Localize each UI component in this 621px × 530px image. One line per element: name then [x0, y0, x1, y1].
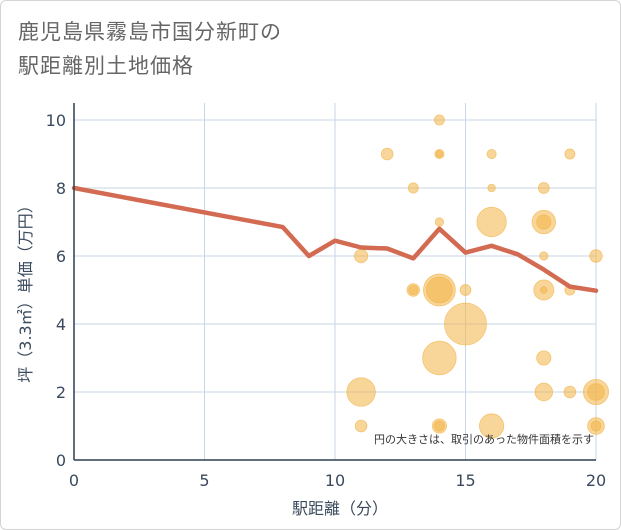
data-bubble-18 — [486, 148, 497, 160]
bubble-layer — [346, 114, 610, 439]
bubble-size-note: 円の大きさは、取引のあった物件面積を示す — [374, 432, 594, 446]
data-bubble-29 — [534, 382, 554, 402]
data-bubble-27 — [540, 286, 548, 294]
chart-title-line-1: 鹿児島県霧島市国分新町の — [18, 20, 282, 44]
y-tick-label-5: 10 — [46, 111, 66, 130]
data-bubble-33 — [589, 249, 603, 263]
data-bubble-21 — [479, 413, 505, 439]
y-tick-label-1: 2 — [56, 383, 66, 402]
data-bubble-1 — [346, 377, 376, 407]
data-bubble-15 — [433, 420, 445, 432]
data-bubble-2 — [354, 419, 368, 433]
data-bubble-30 — [564, 148, 576, 160]
x-tick-label-1: 5 — [199, 471, 209, 490]
data-bubble-32 — [563, 385, 577, 399]
data-bubble-7 — [433, 114, 445, 126]
y-tick-labels: 0 2 4 6 8 10 — [46, 111, 66, 470]
data-bubble-22 — [537, 182, 550, 194]
data-bubble-17 — [444, 302, 487, 346]
data-bubble-25 — [539, 251, 549, 261]
data-bubble-0 — [353, 248, 369, 264]
data-bubble-28 — [536, 350, 552, 366]
data-bubble-24 — [536, 214, 552, 230]
trend-line — [71, 185, 599, 293]
chart-title: 鹿児島県霧島市国分新町の 駅距離別土地価格 — [18, 15, 282, 83]
data-bubble-10 — [434, 217, 444, 227]
chart-title-line-2: 駅距離別土地価格 — [18, 54, 194, 78]
data-bubble-19 — [487, 183, 496, 193]
data-bubble-9 — [435, 150, 444, 158]
y-tick-label-4: 8 — [56, 179, 66, 198]
data-bubble-3 — [380, 147, 394, 161]
x-tick-label-2: 10 — [325, 471, 345, 490]
y-tick-label-2: 4 — [56, 315, 66, 334]
data-bubble-6 — [408, 284, 419, 296]
data-bubble-16 — [459, 284, 472, 296]
data-bubble-20 — [476, 206, 507, 238]
x-tick-label-3: 15 — [455, 471, 475, 490]
data-bubble-37 — [590, 420, 602, 432]
y-axis-title: 坪（3.3㎡）単価（万円） — [16, 197, 35, 382]
trend-layer — [71, 185, 599, 293]
data-bubble-4 — [407, 182, 419, 194]
x-tick-labels: 0 5 10 15 20 — [69, 471, 606, 490]
x-tick-label-4: 20 — [586, 471, 606, 490]
y-tick-label-3: 6 — [56, 247, 66, 266]
x-axis-title: 駅距離（分） — [292, 499, 388, 518]
data-bubble-13 — [422, 340, 457, 376]
grid — [73, 103, 597, 461]
data-bubble-35 — [587, 383, 605, 401]
data-bubble-12 — [425, 276, 453, 304]
x-tick-label-0: 0 — [69, 471, 79, 490]
y-tick-label-0: 0 — [56, 451, 66, 470]
plot-frame-layer — [73, 103, 596, 461]
